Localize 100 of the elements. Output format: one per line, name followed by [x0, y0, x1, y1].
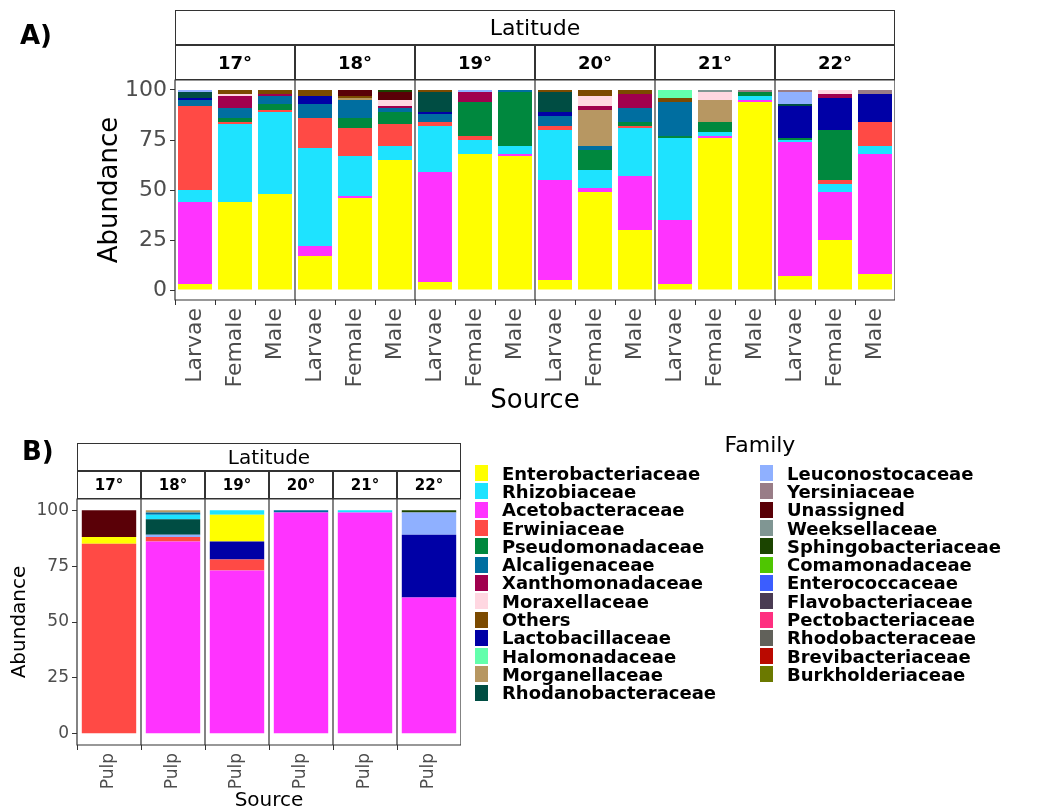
text: A)	[20, 20, 53, 50]
bar	[858, 122, 892, 146]
bar	[218, 118, 252, 122]
bar	[418, 126, 452, 172]
bar	[618, 108, 652, 122]
bar	[858, 146, 892, 154]
bar	[458, 136, 492, 140]
bar	[81, 510, 137, 538]
bar	[81, 543, 137, 734]
x-tick-label: Male	[860, 308, 886, 361]
x-tick-label: Male	[260, 308, 286, 361]
bar	[209, 570, 265, 734]
text: Latitude	[175, 10, 895, 45]
bar	[578, 170, 612, 188]
bar	[338, 128, 372, 156]
bar	[178, 190, 212, 202]
bar	[178, 106, 212, 190]
bar	[298, 118, 332, 148]
bar	[458, 102, 492, 136]
bar	[81, 537, 137, 544]
x-tick-label: Male	[620, 308, 646, 361]
bar	[578, 106, 612, 110]
bar	[578, 146, 612, 150]
x-axis-title: Source	[490, 384, 580, 414]
bar	[538, 180, 572, 280]
y-tick-label: 0	[58, 722, 69, 743]
x-tick-label: Female	[700, 308, 726, 388]
bar	[658, 102, 692, 136]
bar	[538, 112, 572, 116]
legend-label: Alcaligenaceae	[502, 554, 655, 576]
bar	[698, 100, 732, 122]
bar	[209, 541, 265, 560]
x-tick-label: Larvae	[180, 308, 206, 383]
bar	[218, 90, 252, 94]
x-tick-label: Male	[380, 308, 406, 361]
x-tick-label: Female	[340, 308, 366, 388]
bar	[258, 96, 292, 104]
bar	[778, 92, 812, 104]
chart-title: 21°	[655, 45, 775, 80]
bar	[618, 90, 652, 94]
bar	[578, 188, 612, 192]
chart-title: 21°	[333, 471, 397, 499]
bar	[738, 92, 772, 96]
bar	[618, 94, 652, 108]
bar	[778, 276, 812, 290]
x-tick-label: Pulp	[161, 753, 182, 790]
bar	[418, 172, 452, 282]
text: B)	[22, 436, 54, 466]
y-tick-label: 25	[139, 225, 167, 251]
bar	[858, 94, 892, 122]
bar	[658, 90, 692, 98]
bar	[818, 94, 852, 98]
bar	[698, 138, 732, 290]
bar	[298, 96, 332, 104]
bar	[258, 90, 292, 94]
y-tick-label: 75	[139, 125, 167, 151]
bar	[218, 108, 252, 118]
bar	[618, 176, 652, 230]
y-axis-title: Abundance	[6, 565, 31, 679]
bar	[298, 104, 332, 118]
x-tick-label: Female	[580, 308, 606, 388]
bar	[418, 92, 452, 112]
x-tick-label: Larvae	[300, 308, 326, 383]
bar	[209, 559, 265, 571]
legend-label: Sphingobacteriaceae	[787, 535, 1001, 557]
bar	[401, 534, 457, 598]
bar	[418, 114, 452, 122]
bar	[818, 90, 852, 94]
bar	[618, 230, 652, 290]
y-tick-label: 50	[47, 610, 69, 631]
y-tick-label: 100	[125, 75, 167, 101]
bar	[578, 90, 612, 96]
bar	[378, 124, 412, 146]
bar	[818, 180, 852, 184]
legend-title: Family	[723, 431, 797, 459]
x-tick-label: Pulp	[225, 753, 246, 790]
bar	[178, 100, 212, 106]
x-tick-label: Larvae	[780, 308, 806, 383]
bar	[298, 256, 332, 290]
bar	[209, 510, 265, 515]
y-tick-label: 50	[139, 175, 167, 201]
bar	[618, 128, 652, 176]
bar	[538, 126, 572, 130]
x-tick-label: Larvae	[540, 308, 566, 383]
bar	[578, 96, 612, 106]
chart-title: 19°	[415, 45, 535, 80]
bar	[209, 514, 265, 542]
legend-label: Unassigned	[787, 499, 905, 521]
bar	[698, 132, 732, 136]
bar	[258, 112, 292, 194]
bar	[145, 519, 201, 535]
bar	[378, 160, 412, 290]
bar	[658, 98, 692, 102]
bar	[578, 110, 612, 146]
chart-title: 22°	[397, 471, 461, 499]
bar	[178, 284, 212, 290]
chart-title: 18°	[295, 45, 415, 80]
bar	[178, 202, 212, 284]
x-tick-label: Male	[500, 308, 526, 361]
bar	[458, 140, 492, 154]
